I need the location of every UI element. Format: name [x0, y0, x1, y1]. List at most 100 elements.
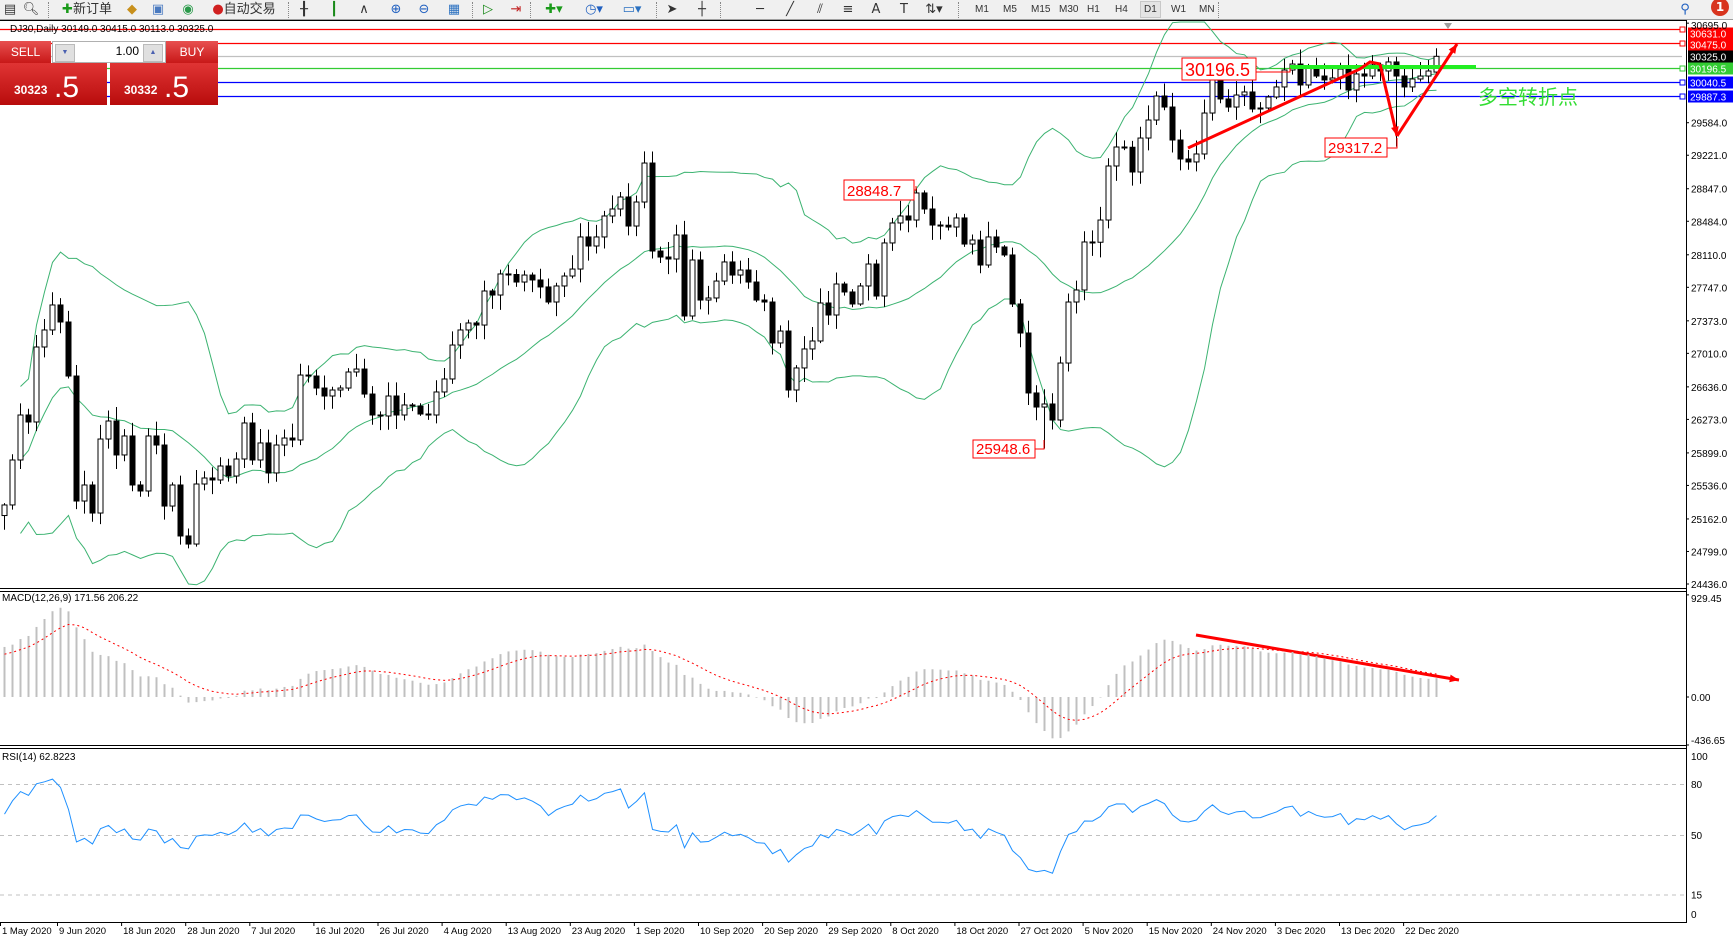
chart-frame	[0, 20, 1687, 923]
candle	[937, 221, 944, 240]
chart-shift-icon[interactable]: ⇥	[510, 2, 522, 17]
market-watch-icon[interactable]: ◆	[127, 2, 137, 17]
lot-increase-icon[interactable]: ▲	[143, 44, 163, 62]
sell-price-pip: .5	[54, 71, 80, 104]
candle	[217, 457, 224, 484]
candle	[401, 392, 408, 421]
new-chart-icon[interactable]: ▤	[3, 2, 17, 17]
candle	[289, 423, 296, 448]
lot-decrease-icon[interactable]: ▼	[55, 44, 75, 62]
macd-histogram-bar	[1395, 671, 1398, 697]
candle-body-bear	[545, 286, 552, 303]
level-handle[interactable]	[1679, 40, 1686, 47]
candle-body-bear	[1177, 139, 1184, 160]
timeframe-m30[interactable]: M30	[1059, 4, 1079, 15]
candle	[833, 272, 840, 329]
line-chart-icon[interactable]: ∧	[359, 2, 369, 17]
candle	[593, 224, 600, 254]
candle-body-bull	[201, 477, 208, 485]
periods-icon[interactable]: ◷▾	[585, 2, 603, 17]
date-label: 15 Nov 2020	[1149, 926, 1203, 937]
equidistant-channel-icon[interactable]: ⫽	[817, 2, 823, 17]
text-icon[interactable]: A	[871, 2, 881, 17]
toolbar-separator	[288, 2, 290, 18]
candle-body-bull	[17, 414, 24, 461]
macd-histogram-bar	[27, 635, 30, 697]
macd-histogram-bar	[819, 697, 822, 719]
templates-icon[interactable]: ▭▾	[622, 2, 642, 17]
candle-body-bear	[937, 224, 944, 227]
signal-icon[interactable]: ◉	[182, 2, 194, 17]
level-handle[interactable]	[1679, 79, 1686, 86]
buy-button[interactable]: BUY	[166, 41, 218, 64]
timeframe-mn[interactable]: MN	[1199, 4, 1215, 15]
sell-button[interactable]: SELL	[0, 41, 51, 64]
candle	[209, 467, 216, 495]
horizontal-line-icon[interactable]: ─	[756, 2, 764, 17]
level-handle[interactable]	[1679, 26, 1686, 33]
pullback-arrow[interactable]	[1378, 63, 1399, 137]
macd-histogram-bar	[203, 697, 206, 702]
macd-histogram-bar	[459, 673, 462, 697]
tile-windows-icon[interactable]: ▦	[447, 2, 461, 17]
uptrend-line[interactable]	[1187, 60, 1381, 150]
level-handle[interactable]	[1679, 93, 1686, 100]
buy-price-button[interactable]: 30332 .5	[110, 63, 218, 105]
sell-price-button[interactable]: 30323 .5	[0, 63, 107, 105]
fibonacci-icon[interactable]: ≡	[842, 2, 854, 17]
candle	[729, 251, 736, 284]
zoom-out-icon[interactable]: ⊖	[418, 2, 430, 17]
auto-trading-label: 自动交易	[223, 2, 276, 17]
autoscroll-icon[interactable]: ▷	[483, 2, 493, 17]
search-icon[interactable]: ⚲	[1680, 2, 1690, 17]
timeframe-m1[interactable]: M1	[975, 4, 989, 15]
lot-size-value[interactable]: 1.00	[115, 44, 139, 58]
auto-trading-button[interactable]: ●自动交易	[206, 1, 282, 19]
trendline-icon[interactable]: ╱	[786, 2, 794, 17]
macd-histogram-bar	[739, 692, 742, 697]
macd-histogram-bar	[675, 664, 678, 697]
macd-divergence-arrow[interactable]	[1195, 633, 1460, 682]
cursor-icon[interactable]: ➤	[666, 2, 678, 17]
timeframe-w1[interactable]: W1	[1171, 4, 1186, 15]
zoom-in-icon[interactable]: ⊕	[390, 2, 402, 17]
text-label-icon[interactable]: T	[900, 2, 908, 17]
indicators-icon[interactable]: ✚▾	[545, 2, 563, 17]
timeframe-h4[interactable]: H4	[1115, 4, 1128, 15]
macd-histogram-bar	[1099, 697, 1102, 698]
candle	[25, 408, 32, 434]
timeframe-m5[interactable]: M5	[1003, 4, 1017, 15]
navigator-icon[interactable]: 🔍︎	[22, 2, 40, 17]
candle	[1145, 105, 1152, 151]
new-order-button[interactable]: ✚新订单	[56, 1, 118, 19]
timeframe-h1[interactable]: H1	[1087, 4, 1100, 15]
macd-histogram-bar	[771, 697, 774, 707]
notification-icon[interactable]: 1	[1711, 0, 1729, 16]
macd-histogram-bar	[1211, 645, 1214, 697]
candlestick-icon[interactable]: ┃	[330, 2, 338, 17]
candle-body-bull	[897, 215, 904, 224]
macd-histogram-bar	[1187, 647, 1190, 697]
candle-body-bear	[313, 375, 320, 389]
breakout-arrow[interactable]	[1395, 43, 1459, 137]
candle-body-bear	[393, 395, 400, 416]
candle	[1081, 231, 1088, 301]
bar-chart-icon[interactable]: ╂	[300, 2, 308, 17]
level-handle[interactable]	[1679, 65, 1686, 72]
macd-histogram-bar	[163, 684, 166, 697]
macd-axis-label: 0.00	[1691, 693, 1711, 704]
date-label: 18 Oct 2020	[956, 926, 1008, 937]
lot-size-input[interactable]: ▼ 1.00 ▲	[52, 41, 166, 63]
macd-histogram-bar	[147, 676, 150, 697]
timeframe-d1[interactable]: D1	[1140, 1, 1161, 18]
candle-body-bull	[1233, 94, 1240, 108]
history-icon[interactable]: ▣	[151, 2, 165, 17]
candle-body-bull	[193, 483, 200, 545]
candle-body-bull	[1433, 55, 1440, 73]
timeframe-m15[interactable]: M15	[1031, 4, 1051, 15]
candle-body-bull	[1265, 96, 1272, 109]
candle	[1001, 245, 1008, 257]
crosshair-icon[interactable]: ┼	[698, 2, 706, 17]
arrows-icon[interactable]: ⇅▾	[925, 2, 943, 17]
